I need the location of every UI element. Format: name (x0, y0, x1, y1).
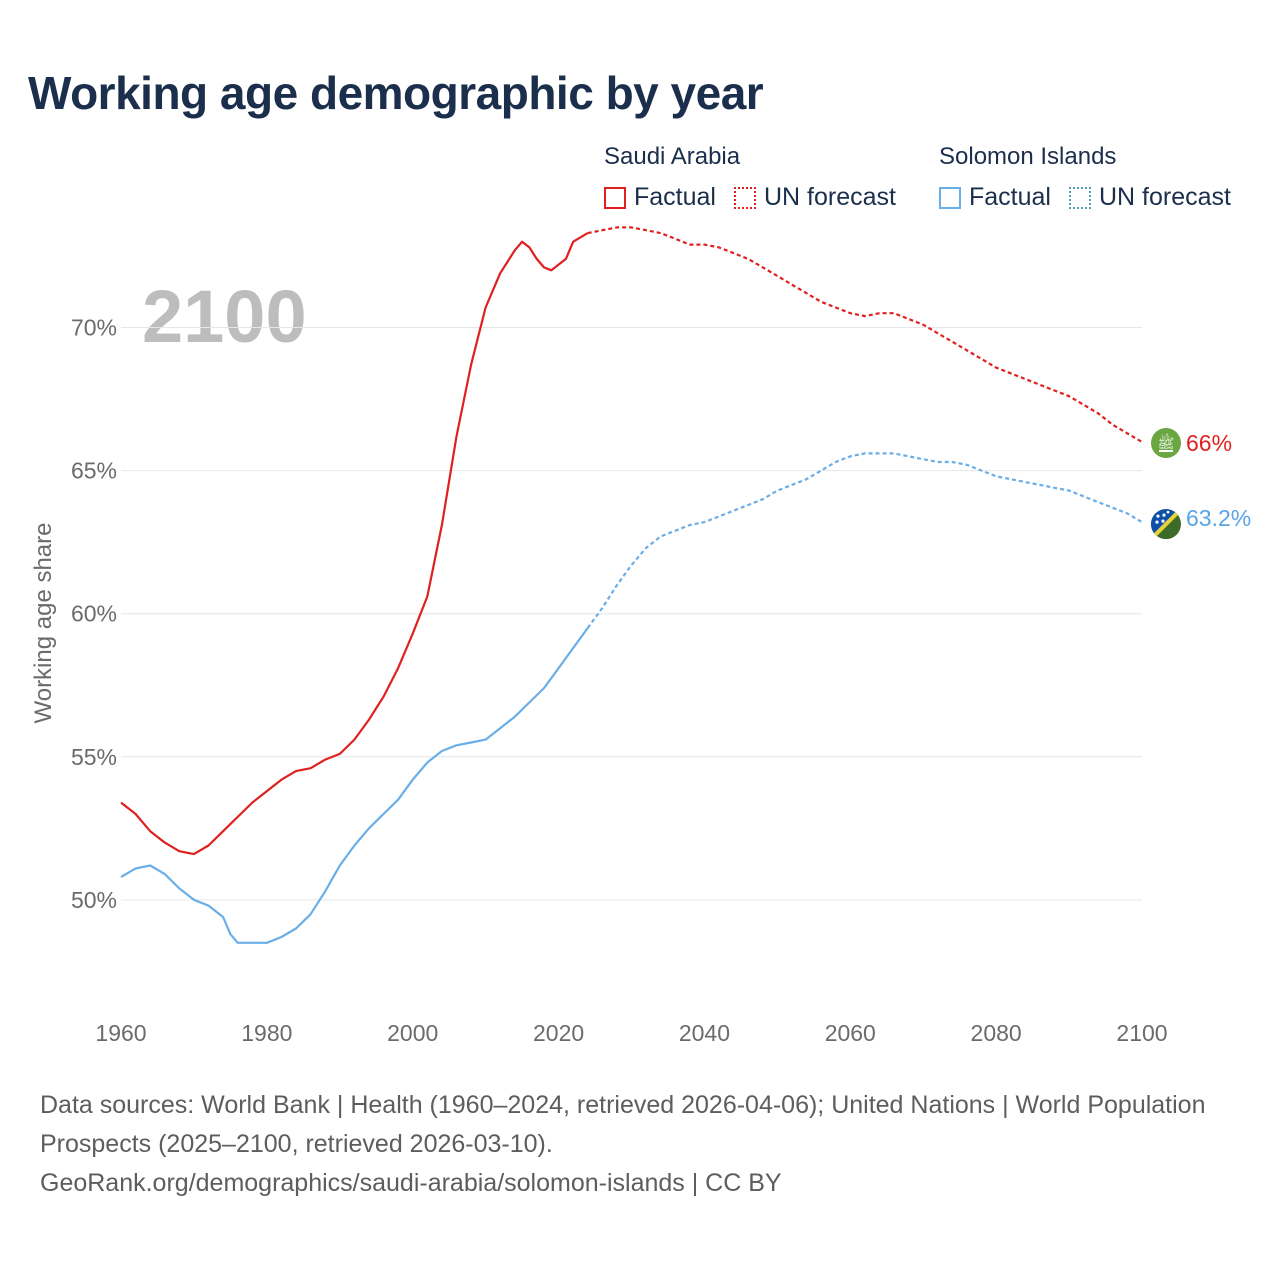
saudi-arabia-flag-icon: ﷺ (1151, 428, 1181, 458)
x-tick-label: 2100 (1116, 1020, 1167, 1046)
solomon-islands-end-label: 63.2% (1186, 505, 1251, 531)
solomon-islands-factual-line (120, 627, 589, 944)
legend-swatch-solid (604, 186, 626, 209)
x-tick-label: 1980 (241, 1020, 292, 1046)
footer: Data sources: World Bank | Health (1960–… (40, 1086, 1220, 1203)
x-tick-label: 2020 (533, 1020, 584, 1046)
legend-solomon-islands-forecast[interactable]: UN forecast (1068, 183, 1231, 212)
saudi-arabia-factual-line (120, 232, 589, 856)
legend-label: UN forecast (763, 183, 896, 211)
data-sources: Data sources: World Bank | Health (1960–… (40, 1091, 1206, 1158)
legend-saudi-arabia: Saudi Arabia Factual UN forecast (604, 143, 914, 212)
solomon-islands-forecast-line (586, 452, 1143, 629)
x-tick-label: 1960 (95, 1020, 146, 1046)
legend-swatch-solid (939, 186, 961, 209)
solomon-islands-flag-icon (1151, 509, 1181, 540)
legend-saudi-arabia-title: Saudi Arabia (604, 143, 741, 170)
legend-label: Factual (969, 183, 1051, 211)
legend-label: UN forecast (1098, 183, 1231, 211)
legend-label: Factual (634, 183, 716, 211)
x-tick-label: 2000 (387, 1020, 438, 1046)
legend-swatch-dotted (1068, 186, 1091, 209)
y-tick-label: 60% (71, 601, 117, 627)
legend-saudi-arabia-factual[interactable]: Factual (604, 183, 716, 212)
y-tick-label: 70% (71, 315, 117, 341)
line-chart: 2100 Working age share 50% 55% 60% 65% 70% 19… (30, 226, 1251, 1046)
year-watermark: 2100 (142, 275, 307, 358)
legend-saudi-arabia-forecast[interactable]: UN forecast (733, 183, 896, 212)
svg-text:ﷺ: ﷺ (1158, 433, 1175, 452)
x-tick-label: 2060 (825, 1020, 876, 1046)
y-tick-label: 50% (71, 887, 117, 913)
saudi-arabia-end-label: 66% (1186, 430, 1232, 456)
legend-solomon-islands-title: Solomon Islands (939, 143, 1117, 170)
saudi-arabia-forecast-line (587, 226, 1143, 443)
chart-title: Working age demographic by year (28, 67, 764, 119)
attribution: GeoRank.org/demographics/saudi-arabia/so… (40, 1169, 782, 1197)
y-tick-label: 65% (71, 458, 117, 484)
x-tick-label: 2040 (679, 1020, 730, 1046)
legend-solomon-islands-factual[interactable]: Factual (939, 183, 1051, 212)
legend-solomon-islands: Solomon Islands Factual UN forecast (939, 143, 1249, 212)
y-axis-label: Working age share (30, 523, 57, 724)
legend-swatch-dotted (733, 186, 756, 209)
x-tick-label: 2080 (971, 1020, 1022, 1046)
y-tick-label: 55% (71, 744, 117, 770)
